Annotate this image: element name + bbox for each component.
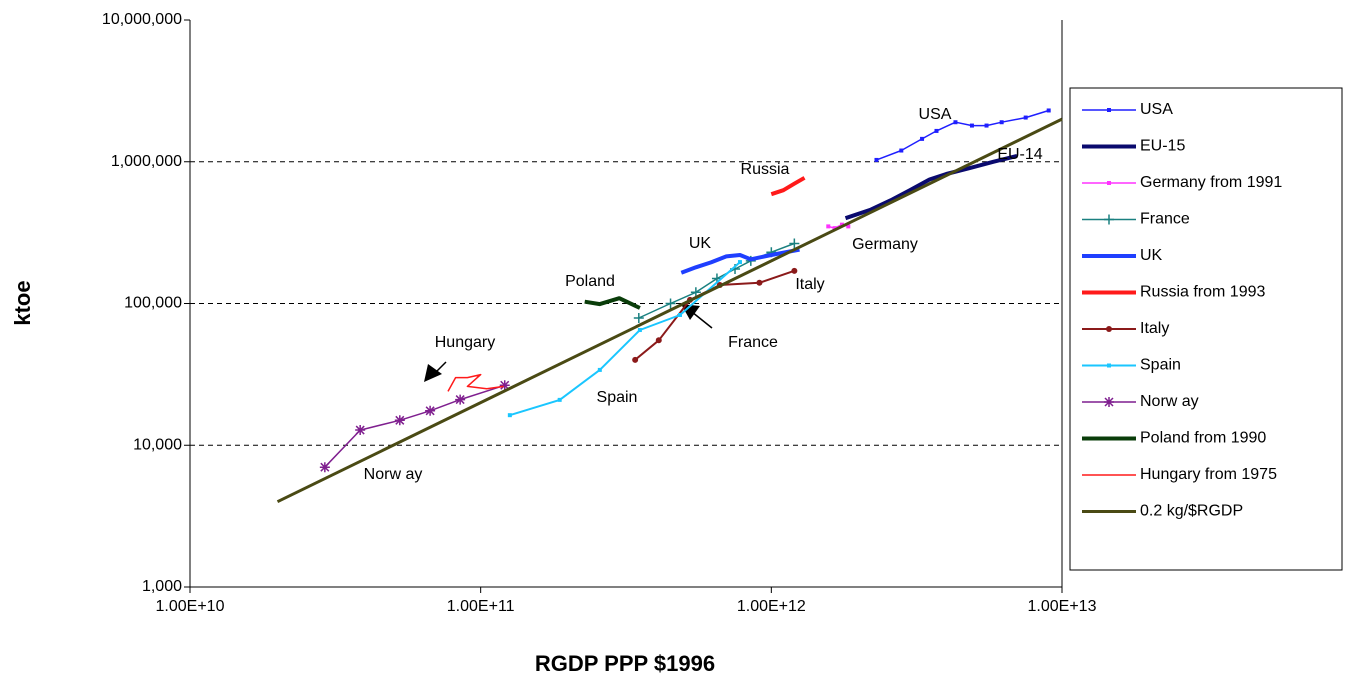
series-line [324, 384, 505, 468]
annotation: Hungary [435, 334, 495, 351]
marker [677, 312, 682, 317]
marker [1107, 363, 1111, 368]
marker [920, 136, 925, 141]
annotation: France [728, 334, 778, 351]
x-tick-label: 1.00E+13 [1028, 598, 1097, 615]
legend-label: Russia from 1993 [1140, 284, 1265, 301]
series-line [680, 247, 800, 275]
y-tick-label: 1,000,000 [111, 153, 182, 170]
marker [826, 224, 831, 229]
marker [633, 313, 644, 324]
x-tick-label: 1.00E+11 [447, 598, 515, 615]
marker [984, 123, 989, 128]
marker [597, 367, 602, 372]
legend-label: Italy [1140, 320, 1169, 337]
marker [425, 405, 436, 416]
marker [637, 328, 642, 333]
x-tick-label: 1.00E+12 [737, 598, 806, 615]
marker [756, 279, 763, 286]
marker [499, 380, 510, 391]
marker [557, 397, 562, 402]
legend-label: Poland from 1990 [1140, 430, 1266, 447]
marker [1107, 108, 1111, 112]
marker [969, 123, 974, 128]
marker [1104, 397, 1114, 407]
annotation-arrows [424, 304, 713, 382]
series-line [584, 296, 641, 310]
annotation: UK [689, 235, 712, 252]
marker [791, 267, 798, 274]
marker [1023, 115, 1028, 120]
marker [632, 356, 639, 363]
annotation: USA [919, 106, 952, 123]
marker [953, 120, 958, 125]
legend-label: Norw ay [1140, 393, 1199, 410]
y-tick-label: 10,000,000 [102, 11, 182, 28]
series-line [770, 176, 806, 197]
marker [846, 224, 851, 229]
arrow-line [691, 311, 713, 329]
annotation: Italy [795, 276, 824, 293]
x-axis-title: RGDP PPP $1996 [535, 651, 715, 676]
marker [1046, 108, 1051, 113]
legend-label: Hungary from 1975 [1140, 466, 1277, 483]
legend-label: Spain [1140, 357, 1181, 374]
marker [690, 287, 701, 298]
marker [655, 337, 662, 344]
marker [394, 415, 405, 426]
y-tick-label: 1,000 [142, 578, 182, 595]
marker [899, 148, 904, 153]
marker [874, 157, 879, 162]
legend-label: Germany from 1991 [1140, 174, 1282, 191]
annotation: Germany [852, 236, 918, 253]
legend-label: EU-15 [1140, 138, 1185, 155]
x-tick-label: 1.00E+10 [156, 598, 225, 615]
annotation: Russia [741, 161, 790, 178]
marker [789, 238, 800, 249]
series-line [447, 373, 504, 392]
marker [1106, 326, 1112, 332]
marker [1104, 214, 1114, 225]
marker [665, 298, 676, 309]
marker [507, 413, 512, 418]
marker [999, 120, 1004, 125]
series-line [876, 109, 1049, 161]
legend-label: 0.2 kg/$RGDP [1140, 503, 1243, 520]
arrow-head [681, 304, 700, 320]
y-axis-title: ktoe [10, 280, 35, 325]
legend-label: USA [1140, 101, 1173, 118]
marker [1107, 181, 1111, 185]
annotation: EU-14 [997, 146, 1042, 163]
series-line [844, 153, 1018, 221]
annotation: Norw ay [364, 466, 423, 483]
arrow-head [424, 364, 442, 382]
legend: USA EU-15 Germany from 1991 France UK Russia … [1069, 87, 1343, 571]
marker [455, 394, 466, 405]
y-tick-label: 10,000 [133, 436, 182, 453]
legend-label: UK [1140, 247, 1163, 264]
marker [355, 425, 366, 436]
annotation: Poland [565, 273, 615, 290]
series-line [509, 261, 741, 417]
marker [839, 222, 844, 227]
annotation: Spain [597, 389, 638, 406]
legend-label: France [1140, 211, 1190, 228]
marker [832, 226, 837, 231]
marker [319, 462, 330, 473]
y-tick-label: 100,000 [124, 295, 182, 312]
marker [934, 128, 939, 133]
marker [737, 260, 742, 265]
series-line [276, 117, 1063, 504]
